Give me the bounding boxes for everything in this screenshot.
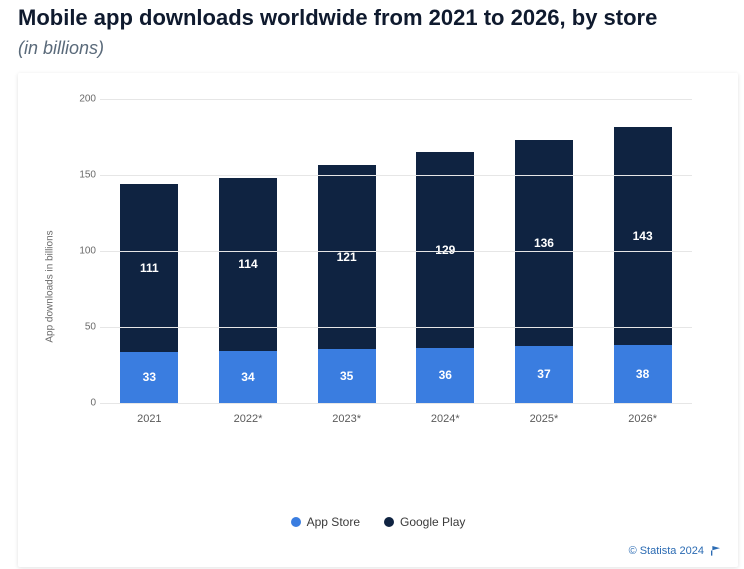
flag-icon xyxy=(711,546,720,556)
page-title: Mobile app downloads worldwide from 2021… xyxy=(18,4,726,32)
bar-segment: 33 xyxy=(120,352,178,402)
grid-line xyxy=(100,327,692,328)
bar-segment: 34 xyxy=(219,351,277,403)
plot-region: 111332021114342022*121352023*129362024*1… xyxy=(100,99,692,403)
chart-footer: © Statista 2024 xyxy=(28,545,728,557)
grid-line xyxy=(100,403,692,404)
legend-item: Google Play xyxy=(384,515,465,529)
legend-label: App Store xyxy=(307,515,360,529)
y-tick-label: 200 xyxy=(72,93,96,104)
bar-segment: 143 xyxy=(614,127,672,344)
chart-header: Mobile app downloads worldwide from 2021… xyxy=(0,0,744,59)
grid-line xyxy=(100,251,692,252)
x-tick-label: 2021 xyxy=(137,413,161,425)
page-subtitle: (in billions) xyxy=(18,38,726,59)
y-tick-label: 0 xyxy=(72,397,96,408)
legend: App Store Google Play xyxy=(28,515,728,529)
grid-line xyxy=(100,175,692,176)
bar-segment: 136 xyxy=(515,140,573,347)
x-tick-label: 2025* xyxy=(530,413,559,425)
grid-line xyxy=(100,99,692,100)
y-tick-label: 150 xyxy=(72,169,96,180)
bar-segment: 35 xyxy=(318,349,376,402)
x-tick-label: 2022* xyxy=(234,413,263,425)
bar-segment: 114 xyxy=(219,178,277,351)
legend-item: App Store xyxy=(291,515,360,529)
chart-area: App downloads in billions 11133202111434… xyxy=(28,91,728,471)
bar-segment: 38 xyxy=(614,345,672,403)
y-tick-label: 100 xyxy=(72,245,96,256)
bar-segment: 37 xyxy=(515,346,573,402)
legend-swatch xyxy=(384,517,394,527)
x-tick-label: 2023* xyxy=(332,413,361,425)
y-tick-label: 50 xyxy=(72,321,96,332)
chart-card: App downloads in billions 11133202111434… xyxy=(18,73,738,567)
x-tick-label: 2024* xyxy=(431,413,460,425)
copyright-text: © Statista 2024 xyxy=(629,545,704,557)
legend-swatch xyxy=(291,517,301,527)
y-axis-label: App downloads in billions xyxy=(45,230,56,342)
x-tick-label: 2026* xyxy=(628,413,657,425)
bar-segment: 36 xyxy=(416,348,474,403)
legend-label: Google Play xyxy=(400,515,465,529)
bar-segment: 121 xyxy=(318,165,376,349)
